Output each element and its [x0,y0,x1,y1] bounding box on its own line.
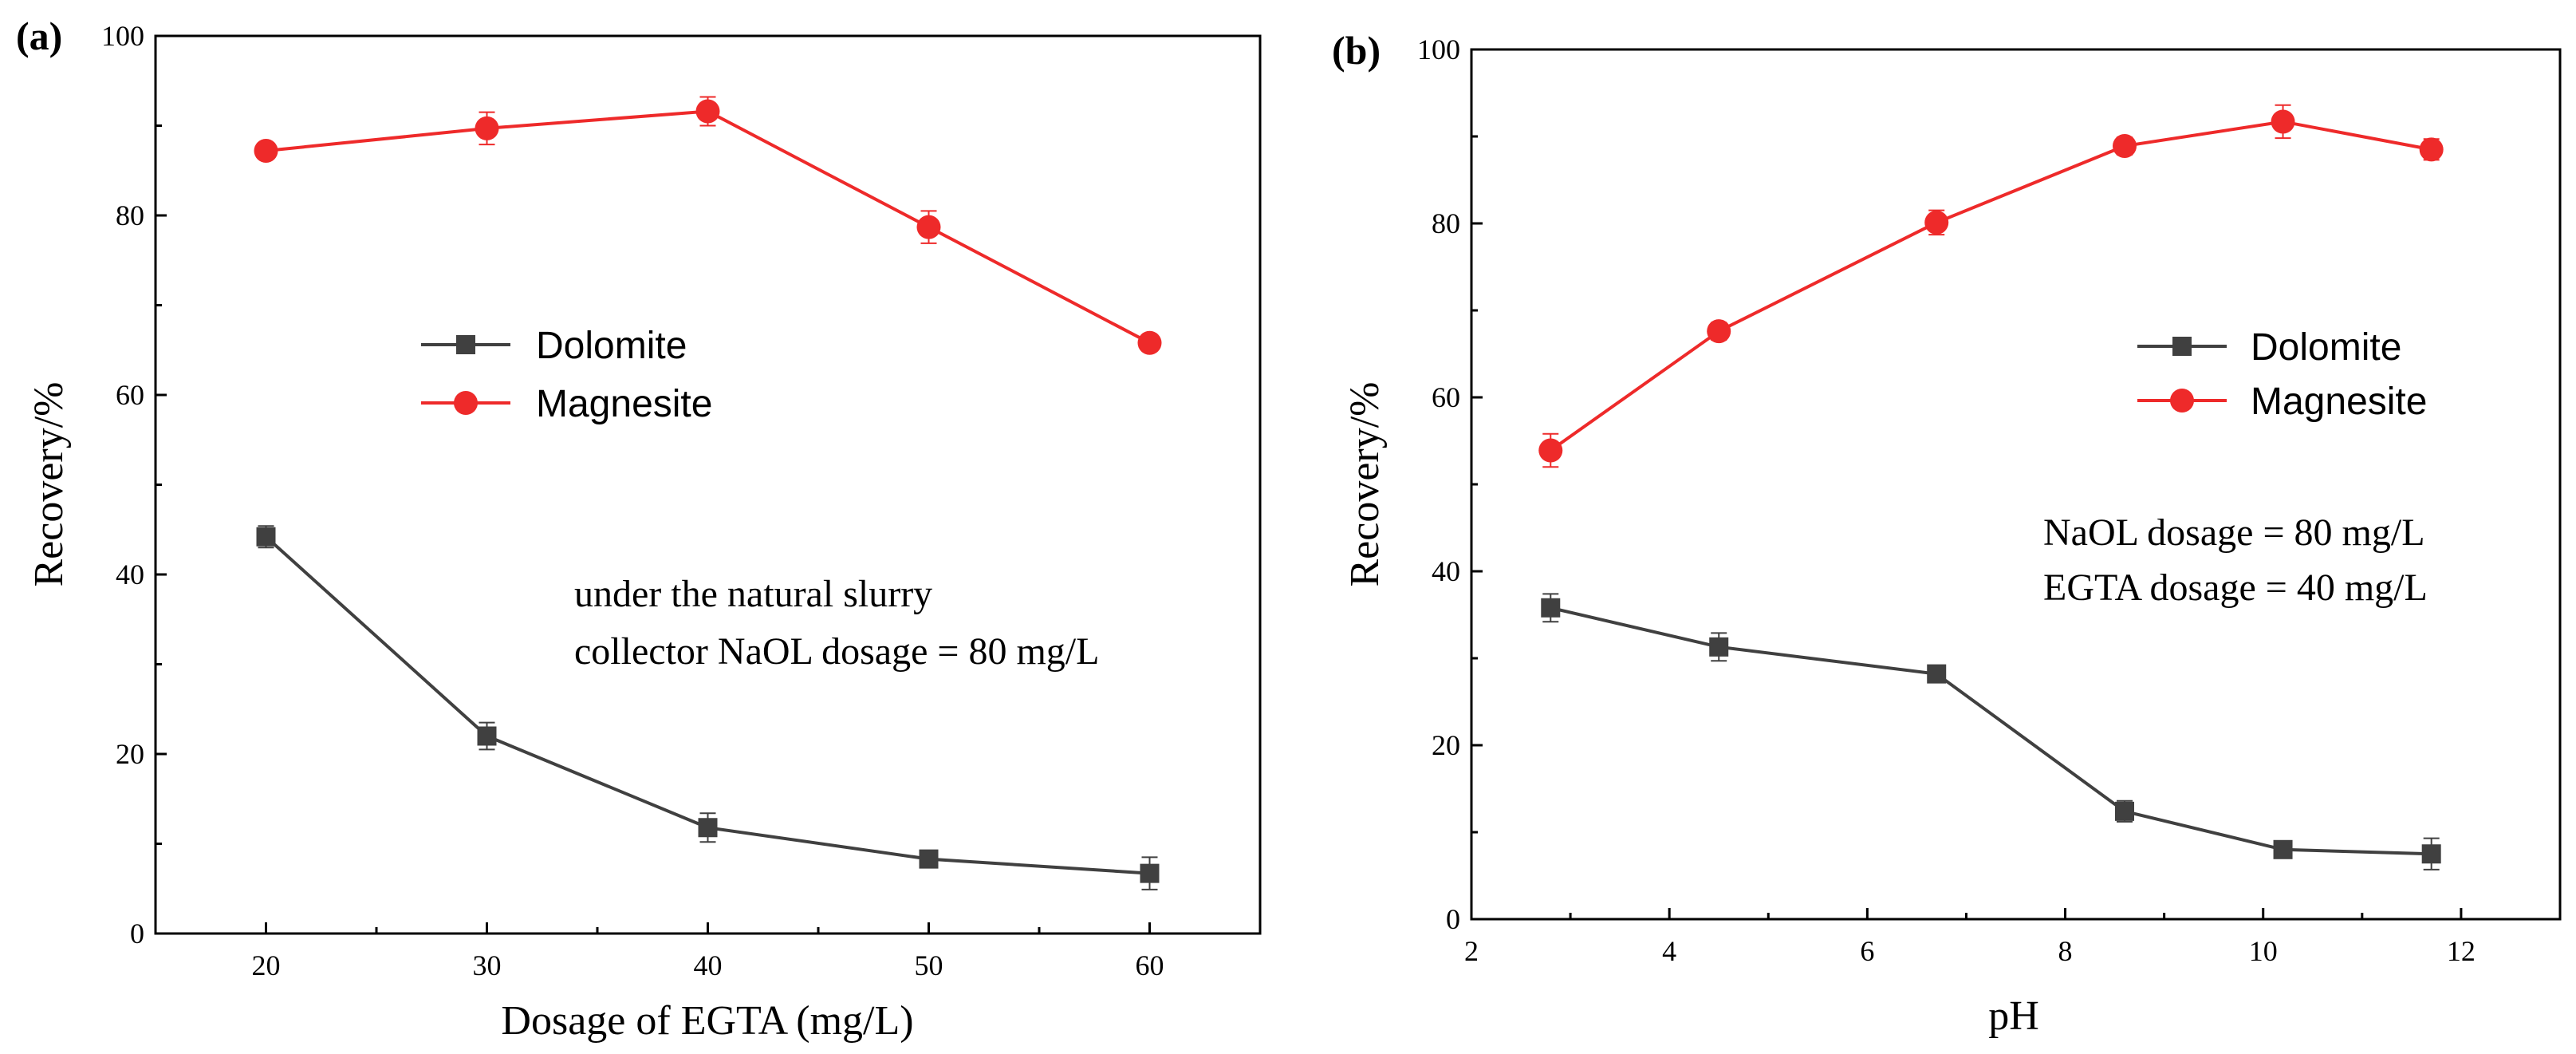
data-point [1927,664,1947,684]
x-axis-title: pH [1988,993,2039,1039]
data-point [695,99,720,124]
legend-label: Magnesite [2251,381,2427,423]
data-point [256,527,276,547]
x-tick-label: 20 [252,949,281,981]
data-point [1924,210,1949,235]
legend-label: Dolomite [536,325,687,367]
x-tick-label: 40 [694,949,723,981]
annotation: NaOL dosage = 80 mg/L [2043,511,2425,554]
legend: Dolomite Magnesite [421,325,712,425]
x-tick-label: 30 [473,949,502,981]
series-line [1550,606,2432,856]
y-tick-label: 20 [116,738,144,770]
data-point [1137,330,1162,355]
y-axis-title: Recovery/% [1342,381,1388,586]
panel-label: (b) [1332,28,1381,73]
series-line [1550,120,2432,452]
y-tick-label: 60 [1432,381,1460,413]
data-point [475,116,499,140]
data-point [916,215,941,239]
data-point [1538,438,1563,463]
x-tick-label: 12 [2447,935,2476,967]
y-tick-label: 40 [1432,555,1460,587]
data-point [1140,863,1160,883]
x-tick-label: 8 [2058,935,2073,967]
panel-label: (a) [16,14,62,58]
data-point [2271,109,2295,134]
x-tick-label: 4 [1662,935,1676,967]
y-axis-title: Recovery/% [26,381,72,586]
y-tick-label: 0 [1446,903,1460,935]
data-point [2113,133,2137,158]
data-point [2115,801,2134,821]
y-tick-label: 100 [1417,34,1460,65]
annotation: under the natural slurry [574,573,932,615]
x-tick-label: 50 [915,949,943,981]
data-point [2419,137,2444,162]
legend-marker [456,335,475,354]
data-point [254,139,278,163]
data-point [1707,319,1731,344]
x-tick-label: 2 [1464,935,1479,967]
series-line [266,109,1151,345]
series-magnesite [254,96,1162,355]
chart-panel-b: 0 20 40 60 80 100 2 4 6 8 10 12 (b) pH Recovery/% Dolom… [1332,28,2562,1039]
data-point [698,818,718,838]
series-magnesite [1538,104,2444,468]
chart-panel-a: 0 20 40 60 80 100 20 30 40 50 60 (a) Dosage of EGTA … [16,14,1262,1044]
legend-marker [2170,389,2194,413]
data-point [1709,637,1729,657]
y-tick-label: 40 [116,559,144,590]
x-axis-title: Dosage of EGTA (mg/L) [501,998,913,1044]
y-tick-label: 0 [130,918,144,949]
legend-label: Dolomite [2251,326,2401,369]
plot-frame [154,34,1262,935]
y-tick-label: 80 [1432,207,1460,239]
data-point [2421,844,2441,864]
x-tick-label: 6 [1860,935,1874,967]
annotation: EGTA dosage = 40 mg/L [2043,566,2428,609]
y-tick-label: 100 [101,20,144,52]
x-tick-label: 10 [2249,935,2278,967]
legend-marker [2172,337,2192,356]
y-tick-label: 60 [116,379,144,411]
legend: Dolomite Magnesite [2137,326,2427,423]
legend-marker [454,391,478,415]
data-point [919,849,939,869]
data-point [477,726,497,746]
y-tick-label: 20 [1432,729,1460,761]
data-point [1541,598,1561,618]
legend-label: Magnesite [536,383,712,425]
series-dolomite [256,525,1160,890]
y-tick-label: 80 [116,199,144,231]
annotation: collector NaOL dosage = 80 mg/L [574,630,1099,673]
data-point [2273,839,2293,859]
x-tick-label: 60 [1136,949,1164,981]
plot-frame [1470,48,2562,921]
series-dolomite [1541,593,2441,870]
